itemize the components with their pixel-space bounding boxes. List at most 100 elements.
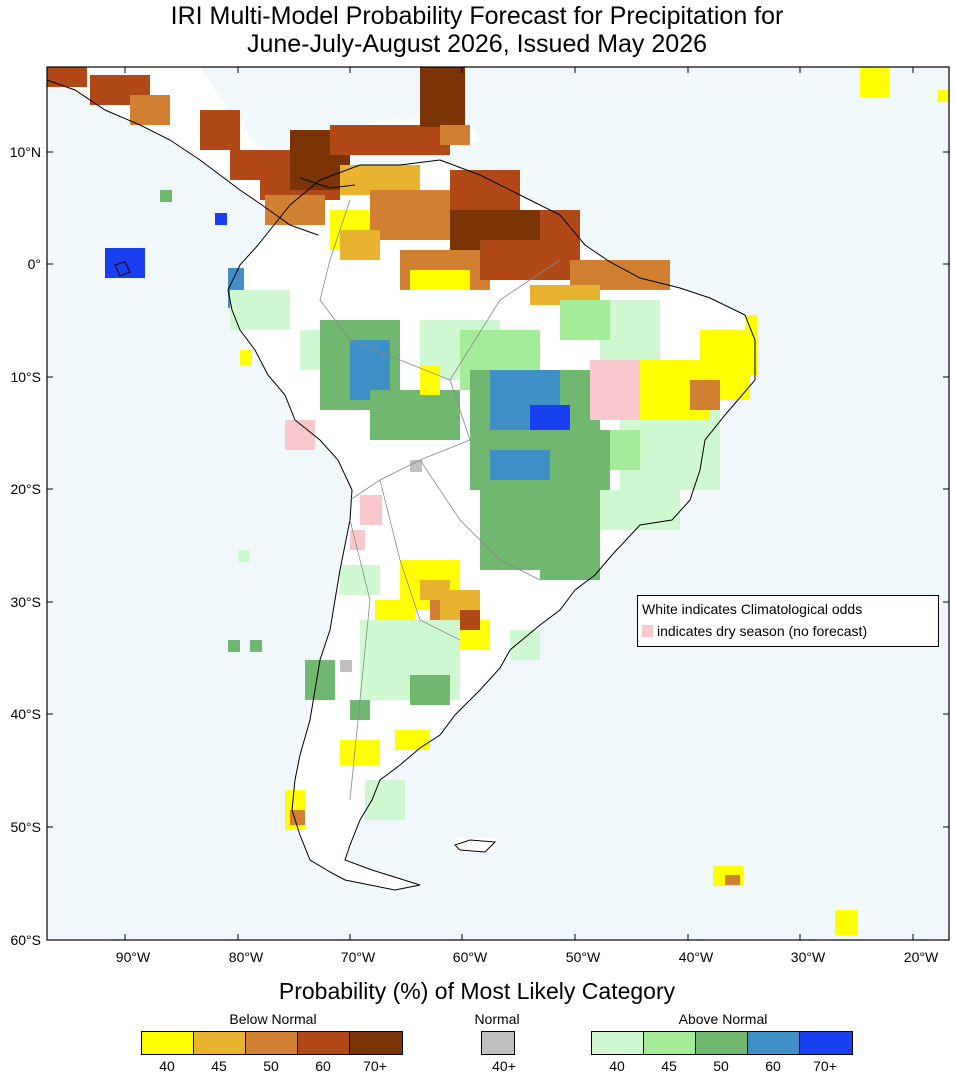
legend-note-box: White indicates Climatological odds indi… [637,595,939,647]
legend-caption: Probability (%) of Most Likely Category [278,978,676,1004]
forecast-cell [215,213,227,225]
forecast-cell [285,420,315,450]
below-normal-colorbar [141,1031,403,1055]
forecast-cell [725,875,740,885]
coastlines [46,79,756,891]
forecast-cell [370,190,450,240]
forecast-cell [600,490,680,530]
legend-tick-label: 45 [211,1058,227,1074]
lon-label: 80°W [229,949,264,965]
forecast-cell [410,270,470,290]
forecast-cell [590,360,640,420]
legend-tick-label: 60 [315,1058,331,1074]
note-dry-season-text: indicates dry season (no forecast) [657,623,868,639]
title-line-2: June-July-August 2026, Issued May 2026 [247,30,707,58]
forecast-cell [160,190,172,202]
forecast-cell [610,430,640,470]
legend-tick-label: 70+ [363,1058,387,1074]
forecast-cell [340,230,380,260]
lat-label: 40°S [10,706,41,722]
legend-swatch [142,1032,194,1054]
title-line-1: IRI Multi-Model Probability Forecast for… [170,2,784,30]
forecast-cell [240,350,252,365]
forecast-cell [440,125,470,145]
forecast-cell [238,550,250,562]
lon-label: 30°W [791,949,826,965]
forecast-cell [330,125,450,155]
forecast-cell [250,640,262,652]
legend-tick-label: 50 [713,1058,729,1074]
lat-label: 10°N [10,144,41,160]
lon-label: 50°W [566,949,601,965]
forecast-cell [690,380,720,410]
coastline-south-america [227,159,756,891]
lat-label: 10°S [10,369,41,385]
legend-swatch [246,1032,298,1054]
dry-season-swatch [642,625,653,637]
border-line [319,199,561,801]
forecast-cells [47,67,949,935]
lon-label: 60°W [453,949,488,965]
forecast-cell [835,910,857,935]
lat-label: 20°S [10,481,41,497]
forecast-cell [370,390,460,440]
coastline-central-america [46,79,356,236]
forecast-cell [340,740,380,765]
legend-swatch [482,1032,514,1054]
forecast-cell [395,730,430,750]
forecast-cell [340,565,380,595]
forecast-cell [265,195,325,225]
lon-label: 20°W [904,949,939,965]
above-normal-label: Above Normal [678,1011,768,1027]
forecast-cell [745,315,757,375]
coastline-falklands [454,839,497,853]
forecast-cell [230,290,290,330]
legend-swatch [800,1032,852,1054]
forecast-cell [480,240,580,280]
legend-tick-label: 45 [661,1058,677,1074]
forecast-cell [420,67,465,127]
forecast-cell [350,700,370,720]
forecast-cell [47,67,87,87]
forecast-cell [420,365,440,395]
lat-label: 30°S [10,594,41,610]
below-normal-label: Below Normal [229,1011,317,1027]
above-normal-colorbar [591,1031,853,1055]
map-axis-ticks: 90°W 80°W 70°W 60°W 50°W 40°W 30°W 20°W 10°N 0° 10… [10,67,949,965]
legend-tick-label: 70+ [813,1058,837,1074]
lat-label: 50°S [10,819,41,835]
forecast-cell [130,95,170,125]
forecast-cell [560,300,610,340]
forecast-cell [360,495,382,525]
normal-colorbar [481,1031,515,1055]
forecast-cell [350,530,365,550]
forecast-cell [200,110,240,150]
forecast-cell [410,460,422,472]
forecast-cell [510,630,540,660]
lat-label: 60°S [10,932,41,948]
lon-label: 40°W [679,949,714,965]
forecast-cell [938,90,949,102]
legend-tick-label: 40+ [492,1058,516,1074]
legend-swatch [592,1032,644,1054]
legend-swatch [644,1032,696,1054]
legend-tick-label: 50 [263,1058,279,1074]
legend-swatch [350,1032,402,1054]
forecast-cell [860,67,890,97]
lon-label: 90°W [116,949,151,965]
forecast-cell [340,660,352,672]
legend-swatch [748,1032,800,1054]
map-frame [46,66,950,941]
forecast-map: 90°W 80°W 70°W 60°W 50°W 40°W 30°W 20°W 10°N 0° 10… [10,66,950,965]
legend-swatch [696,1032,748,1054]
legend-tick-label: 40 [609,1058,625,1074]
legend-tick-label: 60 [765,1058,781,1074]
forecast-cell [228,640,240,652]
legend-swatch [298,1032,350,1054]
legend-tick-label: 40 [159,1058,175,1074]
note-climatology: White indicates Climatological odds [642,601,863,617]
lat-label: 0° [28,256,41,272]
forecast-cell [410,675,450,705]
forecast-cell [540,540,600,580]
forecast-cell [305,660,335,700]
